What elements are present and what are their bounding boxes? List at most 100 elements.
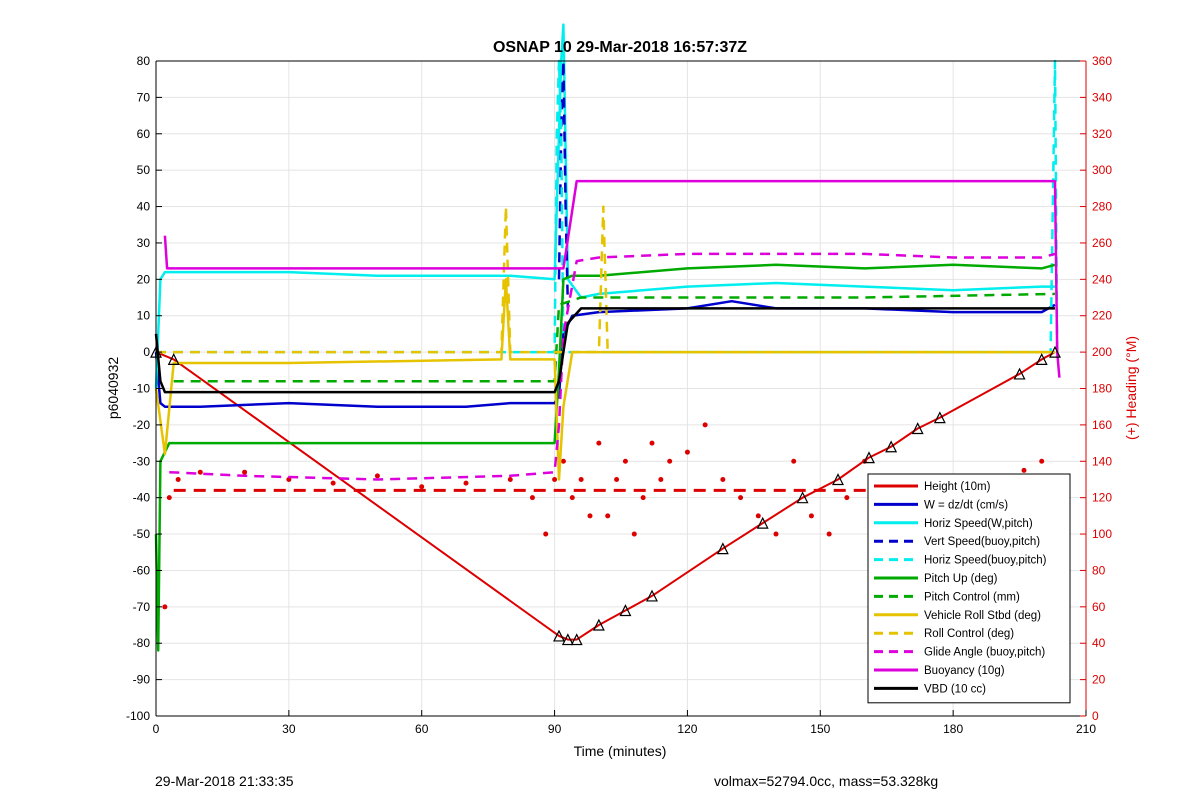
- legend-entry: Roll Control (deg): [924, 628, 1014, 640]
- y-tick-label-right: 120: [1092, 491, 1112, 505]
- x-tick-label: 180: [943, 722, 963, 736]
- y-tick-label-left: 70: [137, 90, 151, 104]
- heading-point: [605, 513, 611, 519]
- series-line: [557, 59, 570, 309]
- legend-entry: Height (10m): [924, 481, 991, 493]
- x-tick-label: 150: [810, 722, 830, 736]
- x-tick-label: 90: [548, 722, 562, 736]
- heading-point: [684, 449, 690, 455]
- legend-entry: Vehicle Roll Stbd (deg): [924, 610, 1041, 622]
- chart-title: OSNAP 10 29-Mar-2018 16:57:37Z: [493, 39, 747, 56]
- y-tick-label-left: 10: [137, 309, 151, 323]
- height-marker: [1049, 345, 1061, 358]
- legend-entry: Vert Speed(buoy,pitch): [924, 536, 1040, 548]
- height-marker: [553, 629, 565, 642]
- plot-area: [150, 23, 1061, 652]
- y-tick-label-right: 20: [1092, 673, 1106, 687]
- x-tick-label: 60: [415, 722, 429, 736]
- footer-summary: volmax=52794.0cc, mass=53.328kg: [714, 773, 939, 789]
- heading-point: [330, 480, 336, 486]
- legend-box: [867, 473, 1071, 704]
- y-tick-label-left: -10: [133, 382, 151, 396]
- y-axis-label-right: (+) Heading (°M): [1123, 336, 1139, 440]
- heading-point: [463, 480, 469, 486]
- y-tick-label-right: 60: [1092, 600, 1106, 614]
- y-tick-label-right: 220: [1092, 309, 1112, 323]
- series-line: [156, 205, 1055, 354]
- heading-point: [844, 495, 850, 501]
- legend-entry: VBD (10 cc): [924, 683, 986, 695]
- height-marker: [911, 422, 924, 435]
- y-tick-label-left: -60: [133, 563, 151, 577]
- y-tick-label-right: 100: [1092, 527, 1112, 541]
- height-marker: [646, 589, 658, 602]
- x-tick-label: 210: [1076, 722, 1096, 736]
- legend-entry: Pitch Control (mm): [924, 591, 1020, 603]
- height-marker: [863, 451, 875, 464]
- heading-point: [242, 469, 248, 475]
- height-marker: [716, 542, 729, 555]
- height-marker: [756, 516, 769, 529]
- y-tick-label-right: 320: [1092, 127, 1112, 141]
- y-tick-label-right: 140: [1092, 454, 1112, 468]
- y-tick-label-left: 50: [137, 163, 151, 177]
- height-marker: [796, 491, 809, 504]
- height-marker: [570, 633, 583, 646]
- heading-point: [419, 484, 425, 490]
- y-tick-label-left: -80: [133, 636, 151, 650]
- heading-point: [596, 440, 602, 446]
- x-axis-label: Time (minutes): [574, 743, 667, 759]
- heading-point: [791, 458, 797, 464]
- y-tick-label-right: 360: [1092, 54, 1112, 68]
- heading-point: [578, 476, 584, 482]
- series-line: [163, 179, 1061, 378]
- heading-point: [702, 422, 708, 428]
- y-tick-label-left: -70: [133, 600, 151, 614]
- heading-point: [374, 473, 380, 479]
- height-marker: [561, 633, 574, 646]
- y-tick-label-right: 260: [1092, 236, 1112, 250]
- heading-point: [658, 476, 664, 482]
- heading-point: [826, 531, 832, 537]
- footer-timestamp: 29-Mar-2018 21:33:35: [155, 773, 294, 789]
- heading-point: [640, 495, 646, 501]
- height-marker: [1035, 353, 1048, 365]
- heading-point: [649, 440, 655, 446]
- heading-point: [543, 531, 549, 537]
- y-tick-label-right: 200: [1092, 345, 1112, 359]
- series-line: [155, 351, 1056, 641]
- legend-entry: Horiz Speed(buoy,pitch): [924, 555, 1047, 567]
- legend-entry: Pitch Up (deg): [924, 573, 998, 585]
- y-tick-label-right: 0: [1092, 709, 1099, 723]
- legend-entry: Horiz Speed(W,pitch): [924, 518, 1033, 530]
- heading-point: [197, 469, 203, 475]
- y-tick-label-left: -50: [133, 527, 151, 541]
- heading-point: [166, 495, 172, 501]
- height-marker: [885, 440, 898, 453]
- heading-point: [738, 495, 744, 501]
- heading-point: [631, 531, 637, 537]
- y-tick-label-left: -40: [133, 491, 151, 505]
- heading-point: [529, 495, 535, 501]
- y-axis-label-left: p6040932: [105, 357, 121, 420]
- height-marker: [592, 618, 605, 631]
- y-tick-label-left: 20: [137, 272, 151, 286]
- heading-point: [175, 476, 181, 482]
- heading-point: [622, 458, 628, 464]
- y-tick-label-right: 340: [1092, 90, 1112, 104]
- legend-entry: Glide Angle (buoy,pitch): [924, 647, 1045, 659]
- y-tick-label-left: -30: [133, 454, 151, 468]
- series-line: [154, 307, 1055, 394]
- heading-point: [507, 476, 513, 482]
- heading-point: [162, 604, 168, 610]
- y-tick-label-right: 300: [1092, 163, 1112, 177]
- heading-point: [552, 476, 558, 482]
- x-tick-label: 0: [153, 722, 160, 736]
- heading-point: [720, 476, 726, 482]
- y-tick-label-left: -90: [133, 673, 151, 687]
- y-tick-label-left: 60: [137, 127, 151, 141]
- x-tick-label: 30: [282, 722, 296, 736]
- legend-entry: Buoyancy (10g): [924, 665, 1005, 677]
- y-tick-label-left: 0: [143, 345, 150, 359]
